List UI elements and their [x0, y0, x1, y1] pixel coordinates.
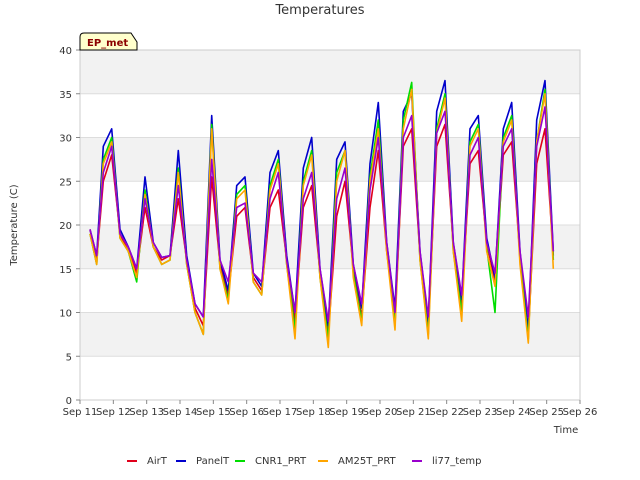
x-tick-label: Sep 14: [163, 407, 198, 418]
band-shade: [80, 50, 580, 94]
series-lines: [89, 79, 555, 349]
x-axis-label: Time: [553, 425, 578, 436]
x-tick-label: Sep 20: [363, 407, 398, 418]
y-tick-label: 15: [59, 265, 72, 276]
x-tick-label: Sep 16: [229, 407, 264, 418]
legend-label-panelt: PanelT: [196, 456, 230, 467]
legend-label-cnr1-prt: CNR1_PRT: [255, 456, 307, 467]
x-tick-label: Sep 19: [329, 407, 364, 418]
x-tick-label: Sep 24: [496, 407, 531, 418]
site-badge: EP_met: [79, 32, 138, 51]
x-tick-label: Sep 11: [63, 407, 98, 418]
legend-label-am25t-prt: AM25T_PRT: [338, 456, 397, 467]
site-badge-box: [79, 32, 138, 51]
y-tick-label: 30: [59, 134, 72, 145]
x-tick-label: Sep 12: [96, 407, 131, 418]
y-axis-ticks: 0 5 10 15 20 25 30 35 40: [59, 46, 80, 407]
series-line-am25t-prt: [89, 88, 555, 349]
y-tick-label: 35: [59, 90, 72, 101]
legend-label-li77-temp: li77_temp: [432, 456, 481, 467]
legend-label-airt: AirT: [147, 456, 168, 467]
site-badge-label: EP_met: [87, 38, 128, 49]
x-tick-label: Sep 26: [563, 407, 598, 418]
y-tick-label: 10: [59, 309, 72, 320]
chart-title: Temperatures: [274, 3, 364, 18]
x-tick-label: Sep 15: [196, 407, 231, 418]
y-tick-label: 20: [59, 221, 72, 232]
x-tick-label: Sep 13: [129, 407, 164, 418]
series-line-li77-temp: [89, 106, 555, 323]
y-tick-label: 5: [66, 352, 72, 363]
band-shade: [80, 137, 580, 182]
y-axis-label: Temperature (C): [9, 184, 20, 266]
x-tick-label: Sep 18: [296, 407, 331, 418]
x-tick-label: Sep 21: [396, 407, 431, 418]
x-tick-label: Sep 23: [463, 407, 498, 418]
legend: AirT PanelT CNR1_PRT AM25T_PRT li77_temp: [127, 456, 481, 467]
y-tick-label: 0: [66, 396, 72, 407]
x-tick-label: Sep 17: [263, 407, 298, 418]
y-tick-label: 25: [59, 177, 72, 188]
y-tick-label: 40: [59, 46, 72, 57]
x-tick-label: Sep 22: [429, 407, 464, 418]
x-tick-label: Sep 25: [529, 407, 564, 418]
